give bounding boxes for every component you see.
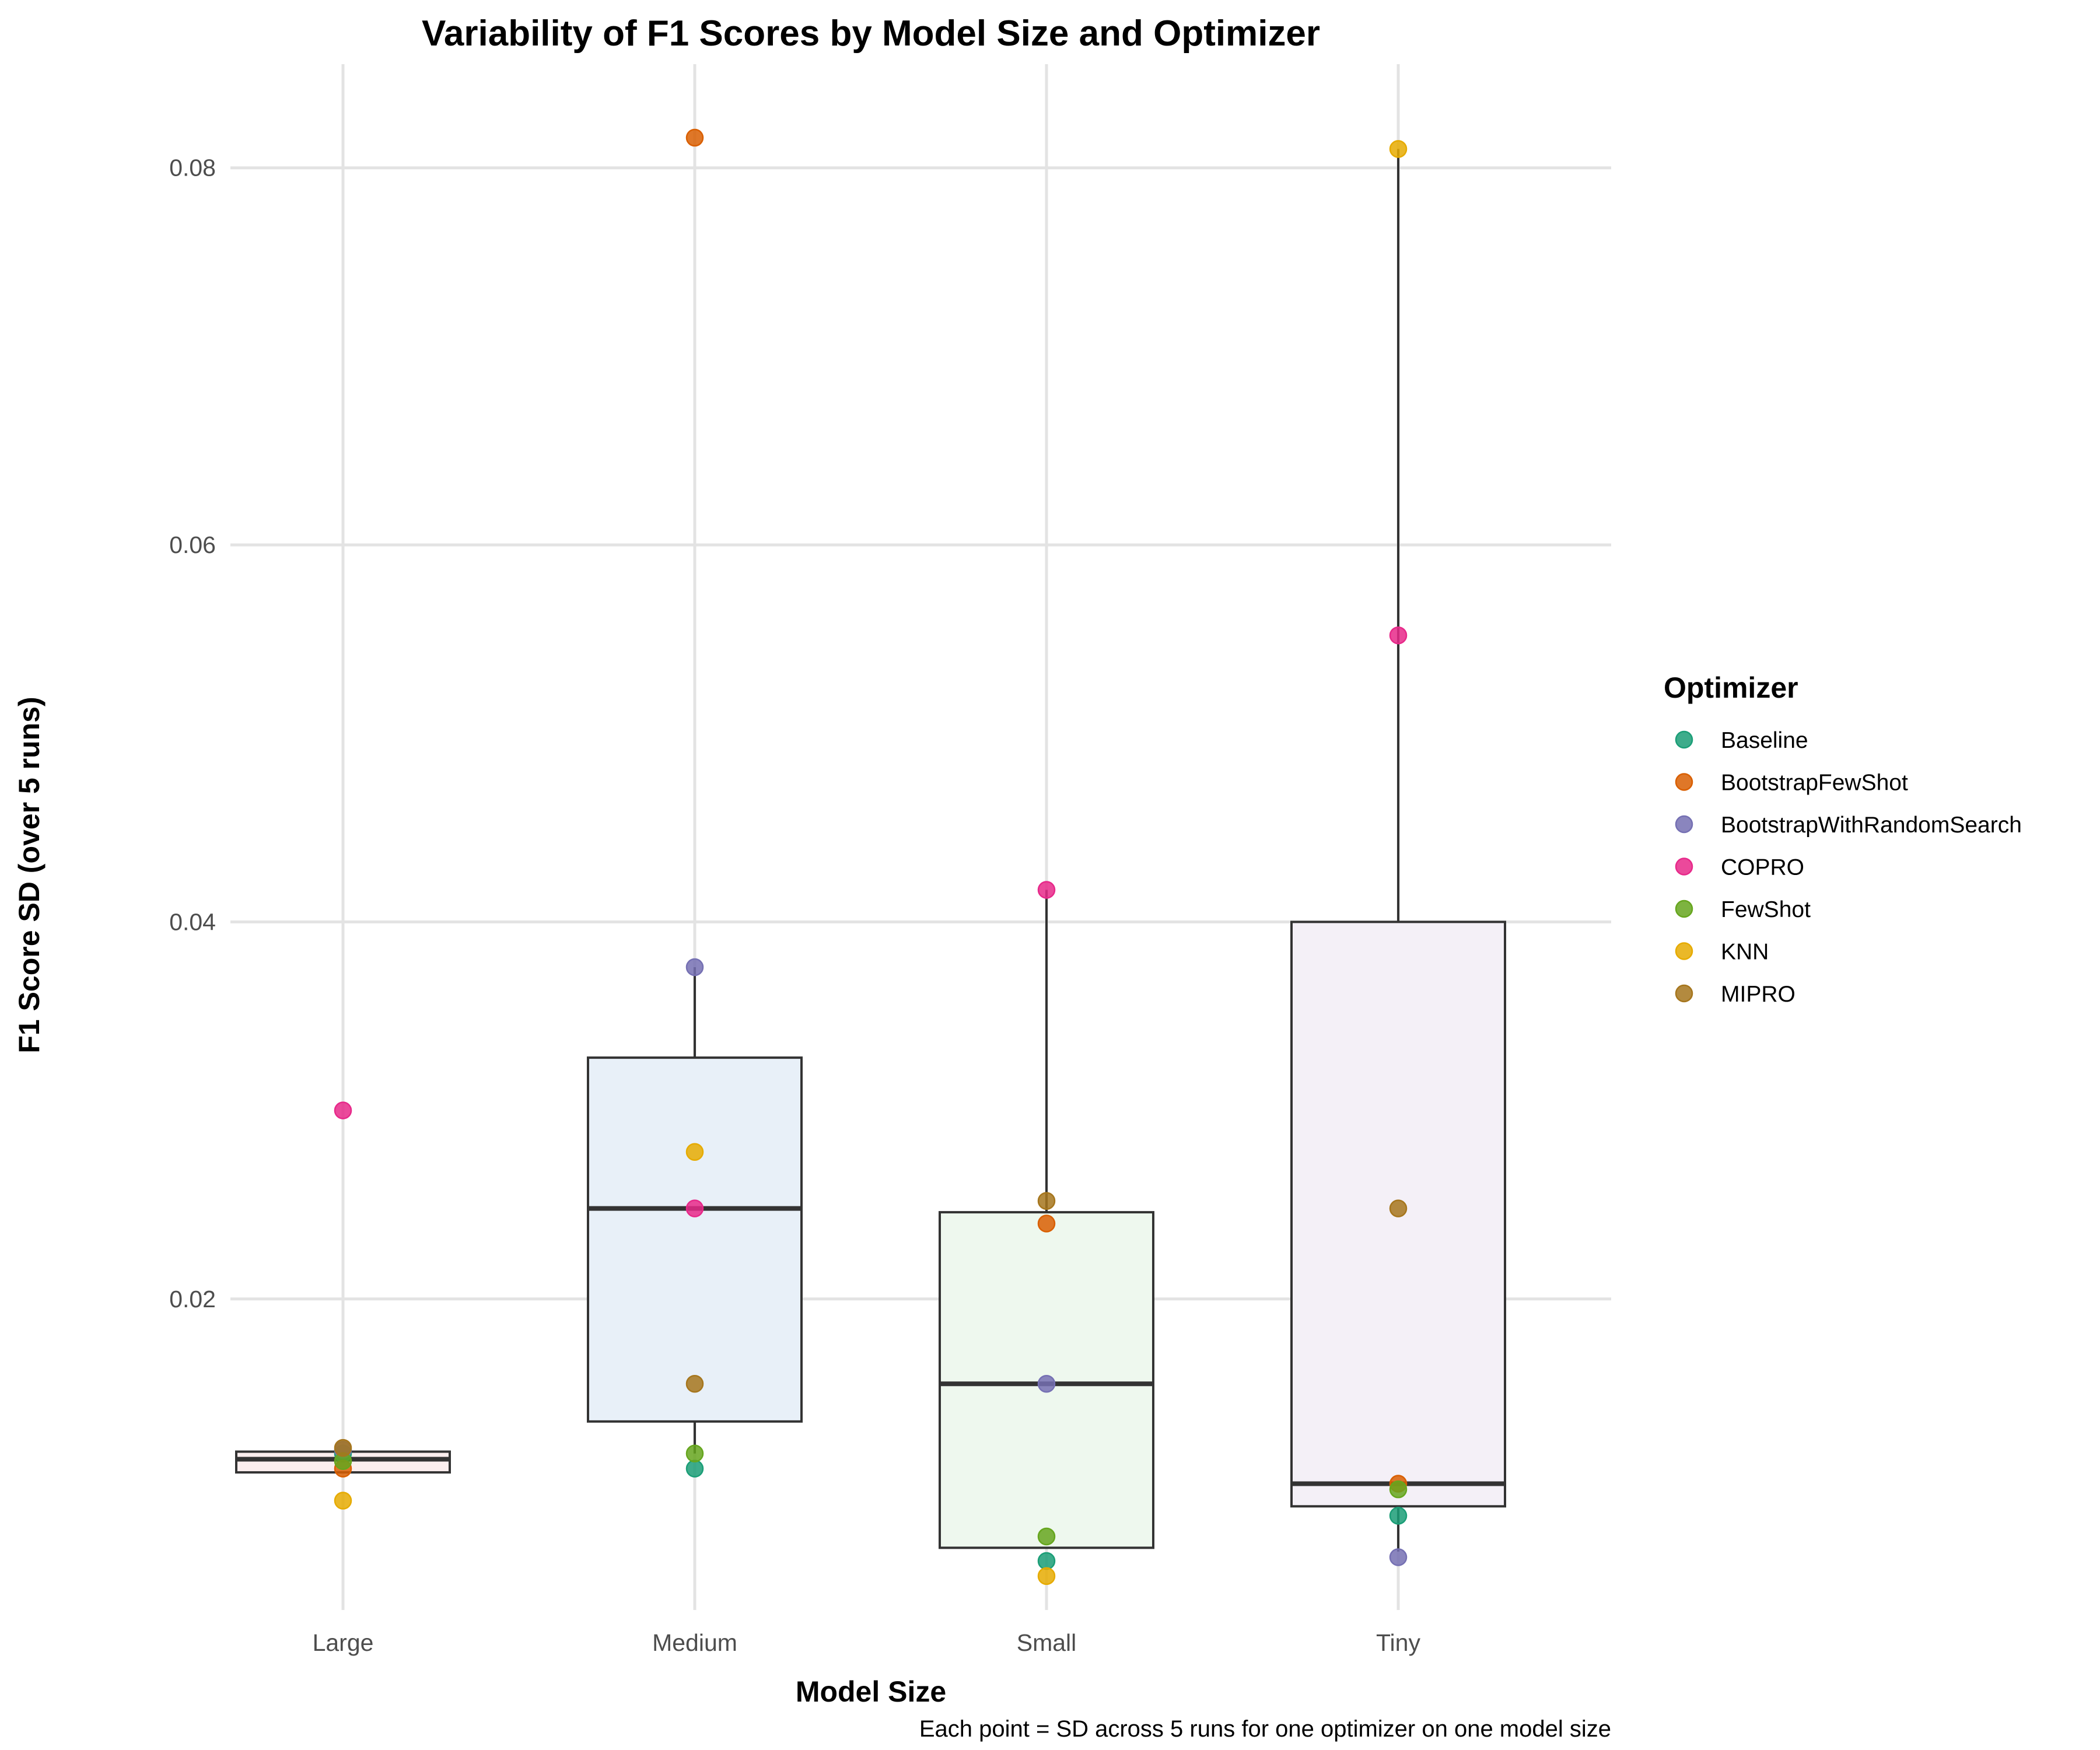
y-tick-label-1: 0.04 [169, 908, 216, 935]
data-points [334, 128, 1408, 1586]
legend-key-bootstrapwithrandomsearch [1675, 815, 1693, 834]
x-tick-label-medium: Medium [652, 1629, 737, 1656]
point-mipro-large [334, 1438, 352, 1457]
legend-label-fewshot: FewShot [1721, 897, 1811, 922]
caption: Each point = SD across 5 runs for one op… [919, 1716, 1611, 1742]
legend-key-mipro [1675, 984, 1693, 1003]
point-bootstrapfewshot-small [1037, 1214, 1056, 1233]
x-tick-label-large: Large [313, 1629, 374, 1656]
point-copro-small [1037, 881, 1056, 899]
legend-title: Optimizer [1664, 671, 1798, 704]
point-knn-small [1037, 1567, 1056, 1586]
legend-label-bootstrapwithrandomsearch: BootstrapWithRandomSearch [1721, 813, 2022, 838]
point-copro-tiny [1389, 626, 1408, 645]
legend-label-baseline: Baseline [1721, 728, 1808, 753]
point-fewshot-tiny [1389, 1480, 1408, 1499]
point-baseline-small [1037, 1552, 1056, 1570]
point-baseline-medium [685, 1460, 704, 1478]
boxes [235, 149, 1506, 1552]
legend: Optimizer Baseline BootstrapFewShot Bootst… [1664, 671, 2022, 1007]
box-medium [587, 1056, 803, 1423]
legend-label-bootstrapfewshot: BootstrapFewShot [1721, 771, 1908, 796]
point-copro-medium [685, 1199, 704, 1217]
point-mipro-tiny [1389, 1199, 1408, 1217]
point-mipro-small [1037, 1192, 1056, 1210]
point-bootstrapwithrandomsearch-tiny [1389, 1548, 1408, 1566]
point-bootstrapfewshot-medium [685, 128, 704, 147]
y-axis-title: F1 Score SD (over 5 runs) [13, 696, 46, 1053]
legend-label-mipro: MIPRO [1721, 982, 1796, 1007]
y-tick-label-0: 0.02 [169, 1286, 216, 1312]
x-tick-label-tiny: Tiny [1376, 1629, 1420, 1656]
point-bootstrapwithrandomsearch-medium [685, 958, 704, 977]
x-axis-ticks: Large Medium Small Tiny [313, 1629, 1421, 1656]
point-bootstrapwithrandomsearch-small [1037, 1374, 1056, 1393]
y-axis-ticks: 0.02 0.04 0.06 0.08 [169, 155, 216, 1312]
point-mipro-medium [685, 1374, 704, 1393]
legend-key-bootstrapfewshot [1675, 773, 1693, 791]
chart-title: Variability of F1 Scores by Model Size a… [422, 13, 1320, 54]
point-copro-large [334, 1101, 352, 1119]
point-knn-medium [685, 1143, 704, 1161]
point-knn-large [334, 1492, 352, 1510]
x-axis-title: Model Size [796, 1675, 946, 1708]
grid [230, 64, 1611, 1610]
legend-key-fewshot [1675, 900, 1693, 918]
point-fewshot-small [1037, 1527, 1056, 1546]
point-knn-tiny [1389, 140, 1408, 158]
legend-label-copro: COPRO [1721, 855, 1804, 880]
x-tick-label-small: Small [1017, 1629, 1077, 1656]
y-tick-label-2: 0.06 [169, 531, 216, 558]
point-baseline-tiny [1389, 1507, 1408, 1525]
y-tick-label-3: 0.08 [169, 155, 216, 181]
legend-key-copro [1675, 858, 1693, 876]
legend-key-baseline [1675, 730, 1693, 749]
legend-items: Baseline BootstrapFewShot BootstrapWithRan… [1675, 728, 2022, 1007]
point-fewshot-medium [685, 1444, 704, 1463]
legend-key-knn [1675, 942, 1693, 960]
legend-label-knn: KNN [1721, 940, 1769, 965]
